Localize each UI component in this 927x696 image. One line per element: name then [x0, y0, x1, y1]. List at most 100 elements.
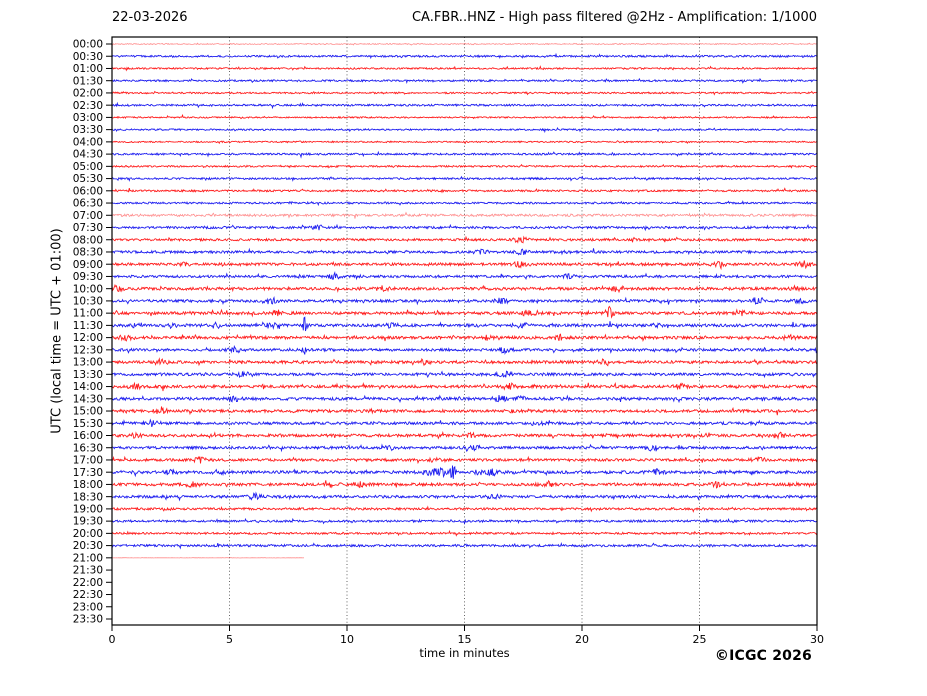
y-tick-label: 16:00 [73, 430, 103, 442]
y-tick-label: 19:00 [73, 503, 103, 515]
trace-row [111, 344, 818, 355]
x-tick-label: 20 [575, 633, 589, 646]
trace-row [111, 529, 818, 537]
trace-row [111, 187, 818, 194]
y-tick-label: 10:00 [73, 283, 103, 295]
y-tick-label: 03:00 [73, 112, 103, 124]
y-tick-label: 10:30 [73, 296, 103, 308]
trace-row [111, 357, 818, 367]
trace-row [111, 443, 818, 453]
trace-row [111, 333, 818, 342]
y-tick-label: 23:30 [73, 614, 103, 626]
y-tick-label: 22:00 [73, 577, 103, 589]
x-tick-label: 15 [458, 633, 472, 646]
trace-row [111, 465, 818, 479]
copyright-label: ©ICGC 2026 [714, 648, 812, 664]
y-tick-label: 03:30 [73, 124, 103, 136]
trace-row [111, 505, 818, 513]
x-tick-label: 0 [109, 633, 116, 646]
y-tick-label: 23:00 [73, 601, 103, 613]
x-tick-label: 10 [340, 633, 354, 646]
trace-row [111, 517, 818, 525]
trace-row [111, 406, 818, 416]
plot-header: 22-03-2026 CA.FBR..HNZ - High pass filte… [112, 10, 817, 26]
y-tick-label: 04:30 [73, 149, 103, 161]
trace-row [111, 101, 818, 110]
y-tick-label: 04:00 [73, 136, 103, 148]
y-tick-label: 02:00 [73, 88, 103, 100]
y-tick-label: 09:30 [73, 271, 103, 283]
y-tick-label: 05:00 [73, 161, 103, 173]
y-tick-label: 13:30 [73, 369, 103, 381]
trace-row [111, 316, 818, 332]
x-tick-label: 25 [693, 633, 707, 646]
y-tick-label: 15:00 [73, 406, 103, 418]
y-tick-label: 18:30 [73, 491, 103, 503]
y-tick-label: 09:00 [73, 259, 103, 271]
y-tick-label: 13:00 [73, 357, 103, 369]
trace-row [111, 270, 818, 281]
trace-row [111, 381, 818, 392]
trace-row [112, 113, 818, 120]
trace-row [111, 247, 818, 256]
trace-row [111, 127, 818, 134]
trace-row [111, 150, 818, 159]
trace-row [111, 200, 817, 207]
trace-row [111, 491, 818, 502]
y-tick-label: 07:00 [73, 210, 103, 222]
y-tick-label: 14:30 [73, 393, 103, 405]
y-tick-label: 06:00 [73, 185, 103, 197]
y-tick-label: 17:00 [73, 455, 103, 467]
trace-row [111, 305, 818, 319]
y-tick-label: 17:30 [73, 467, 103, 479]
y-tick-label: 15:30 [73, 418, 103, 430]
y-tick-label: 12:00 [73, 332, 103, 344]
y-tick-label: 11:30 [73, 320, 103, 332]
y-tick-label: 05:30 [73, 173, 103, 185]
y-tick-label: 20:30 [73, 540, 103, 552]
y-tick-label: 14:00 [73, 381, 103, 393]
y-tick-label: 22:30 [73, 589, 103, 601]
trace-row [111, 541, 818, 550]
trace-row [111, 77, 818, 85]
y-tick-label: 21:00 [73, 552, 103, 564]
trace-row [112, 455, 818, 465]
trace-row [111, 65, 818, 72]
y-tick-label: 00:00 [73, 39, 103, 51]
y-tick-label: 19:30 [73, 516, 103, 528]
trace-row [111, 418, 818, 428]
trace-row [111, 175, 818, 182]
y-tick-label: 08:30 [73, 247, 103, 259]
x-axis-label: time in minutes [419, 646, 510, 660]
trace-row [111, 52, 818, 60]
y-tick-label: 07:30 [73, 222, 103, 234]
y-tick-label: 06:30 [73, 198, 103, 210]
trace-row [111, 235, 818, 244]
plot-title: CA.FBR..HNZ - High pass filtered @2Hz - … [411, 10, 817, 25]
trace-row [111, 283, 818, 294]
trace-row [111, 140, 818, 145]
x-tick-label: 30 [810, 633, 824, 646]
y-tick-label: 08:00 [73, 234, 103, 246]
plot-frame [111, 36, 818, 626]
trace-row [111, 260, 818, 271]
y-tick-label: 11:00 [73, 308, 103, 320]
y-tick-label: 20:00 [73, 528, 103, 540]
trace-row [111, 42, 818, 46]
y-tick-label: 00:30 [73, 51, 103, 63]
x-tick-label: 5 [226, 633, 233, 646]
trace-row [111, 295, 818, 306]
trace-row [111, 211, 818, 219]
y-tick-label: 18:00 [73, 479, 103, 491]
trace-row [111, 370, 818, 379]
y-tick-label: 01:30 [73, 75, 103, 87]
date-title: 22-03-2026 [112, 10, 188, 25]
y-tick-label: 02:30 [73, 100, 103, 112]
trace-row [111, 430, 818, 440]
trace-row [111, 394, 818, 404]
trace-row [112, 479, 818, 489]
y-tick-label: 16:30 [73, 442, 103, 454]
y-tick-label: 12:30 [73, 344, 103, 356]
